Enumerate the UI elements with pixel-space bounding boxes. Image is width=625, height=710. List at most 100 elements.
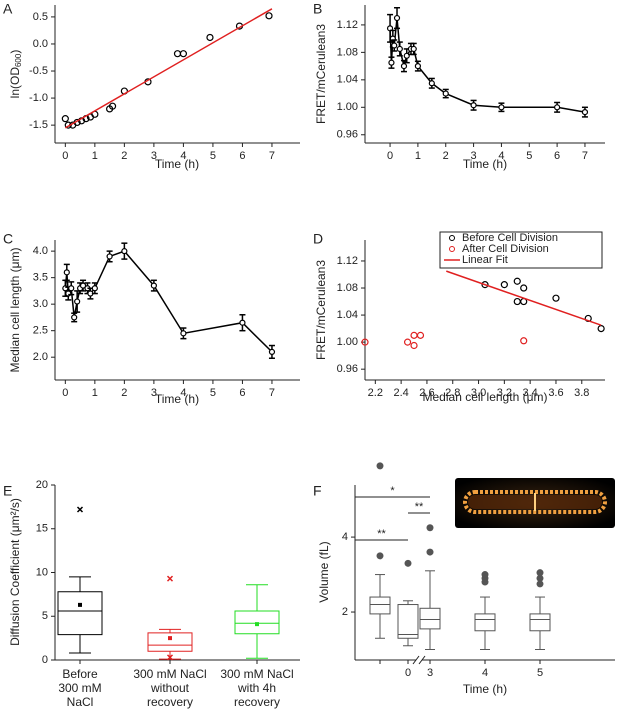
y-axis-label: FRET/mCerulean3 (314, 260, 328, 360)
y-axis-label-sub: 600 (14, 53, 23, 67)
data-point (498, 104, 505, 111)
x-tick-label: 2.4 (393, 387, 408, 399)
x-category-label: 5 (537, 667, 543, 679)
y-tick-label: 15 (36, 523, 48, 535)
data-point (150, 282, 157, 289)
data-point (391, 42, 398, 49)
mean-marker (168, 636, 172, 641)
x-tick-label: 3.8 (574, 387, 589, 399)
x-tick-label: 3.4 (523, 387, 538, 399)
y-axis-label: ln(OD600) (8, 50, 23, 99)
data-point (410, 331, 418, 339)
data-point (71, 314, 78, 321)
legend-marker (449, 235, 455, 241)
y-tick-label: 2.0 (33, 351, 48, 363)
data-point (520, 337, 528, 345)
data-point (106, 253, 113, 260)
y-tick-label: 20 (36, 479, 48, 491)
outlier (376, 552, 384, 560)
data-point (513, 277, 521, 285)
x-tick-label: 3 (151, 150, 157, 162)
y-tick-label: 1.00 (337, 336, 358, 348)
data-point (410, 45, 417, 53)
x-tick-label: 2.8 (445, 387, 460, 399)
x-tick-label: 3 (471, 150, 477, 162)
panel-letter: E (3, 483, 12, 499)
x-category-label: recovery (234, 695, 280, 709)
data-point (500, 281, 508, 289)
legend-label: After Cell Division (462, 243, 549, 255)
y-axis-label: Volume (fL) (317, 541, 331, 602)
x-category-label: 3 (427, 667, 433, 679)
x-tick-label: 5 (210, 387, 216, 399)
data-point (108, 102, 117, 110)
x-tick-label: 0 (62, 150, 68, 162)
box (419, 607, 441, 630)
panel-letter: F (313, 483, 322, 499)
data-point (63, 269, 70, 276)
box (529, 613, 551, 632)
data-point (554, 104, 561, 111)
data-point (239, 319, 246, 326)
x-category-label: 300 mM (58, 681, 101, 695)
mean-marker (78, 602, 82, 607)
x-category-label: Before (62, 667, 98, 681)
outlier (536, 574, 544, 582)
y-tick-label: 0.96 (337, 129, 358, 141)
data-point (513, 297, 521, 306)
y-tick-label: 0.0 (33, 38, 48, 50)
x-category-label: 300 mM NaCl (220, 667, 293, 681)
x-category-label: 0 (405, 667, 411, 679)
x-axis-label: Median cell length (μm) (423, 390, 548, 404)
x-axis-label: Time (h) (463, 682, 507, 696)
y-tick-label: 3.5 (33, 272, 48, 284)
data-point (173, 50, 182, 58)
x-tick-label: 1 (92, 387, 98, 399)
x-tick-label: 2.2 (368, 387, 383, 399)
x-axis-label: Time (h) (155, 157, 199, 171)
x-tick-label: 6 (239, 387, 245, 399)
outlier (166, 575, 174, 582)
y-tick-label: 4.0 (33, 245, 48, 257)
box (397, 604, 419, 639)
y-tick-label: -0.5 (29, 65, 48, 77)
data-point (396, 45, 403, 53)
y-tick-label: -1.0 (29, 92, 48, 104)
significance-label: * (390, 485, 395, 497)
y-tick-label: 2 (342, 606, 348, 618)
outlier (481, 571, 489, 579)
y-tick-label: 1.04 (337, 74, 358, 86)
y-tick-label: 0.5 (33, 11, 48, 23)
outlier (536, 580, 544, 588)
x-category-label: with 4h (237, 681, 276, 695)
data-point (68, 285, 75, 292)
legend-label: Before Cell Division (462, 232, 558, 244)
data-point (470, 102, 477, 109)
box (369, 596, 391, 615)
data-point (442, 90, 449, 97)
panel-letter: D (313, 231, 323, 247)
x-category-label: NaCl (67, 695, 94, 709)
x-category-label: 4 (482, 667, 488, 679)
data-point (206, 33, 214, 42)
x-tick-label: 4 (180, 150, 186, 162)
x-tick-label: 0 (62, 387, 68, 399)
legend-box (439, 231, 603, 269)
outlier (404, 559, 412, 567)
data-point (91, 285, 98, 292)
outlier (426, 524, 434, 532)
box (57, 591, 103, 636)
legend-label: Linear Fit (462, 254, 508, 266)
data-point (520, 284, 528, 292)
y-axis-label: Median cell length (μm) (8, 248, 22, 373)
fit-line (446, 270, 602, 326)
outlier (536, 569, 544, 577)
data-point (552, 294, 560, 302)
x-category-label: recovery (147, 695, 193, 709)
y-axis-label: Diffusion Coefficient (μm²/s) (8, 498, 22, 646)
data-point (79, 282, 87, 289)
x-tick-label: 3.6 (548, 387, 563, 399)
x-tick-label: 6 (239, 150, 245, 162)
panel-letter: C (3, 231, 13, 247)
